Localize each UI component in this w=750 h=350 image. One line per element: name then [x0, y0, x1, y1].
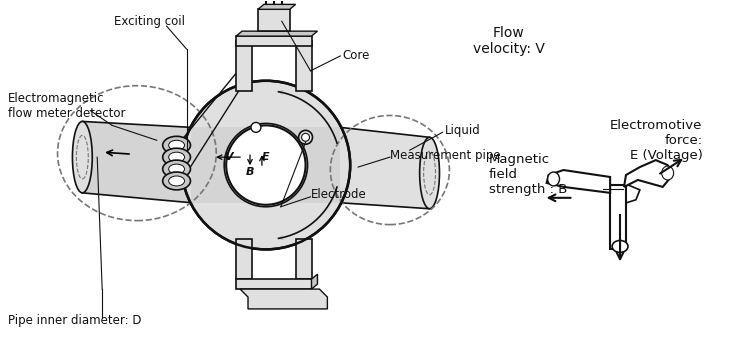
Ellipse shape	[251, 122, 261, 132]
Ellipse shape	[662, 166, 674, 180]
Ellipse shape	[163, 148, 190, 166]
Polygon shape	[258, 4, 296, 9]
Text: Electrode: Electrode	[310, 188, 366, 201]
Text: Pipe inner diameter: D: Pipe inner diameter: D	[8, 314, 142, 327]
Text: Core: Core	[342, 49, 370, 62]
Text: Exciting coil: Exciting coil	[114, 15, 185, 28]
Polygon shape	[240, 289, 328, 309]
Polygon shape	[340, 127, 430, 209]
Ellipse shape	[169, 140, 184, 150]
Ellipse shape	[420, 137, 440, 209]
Polygon shape	[236, 36, 311, 46]
Polygon shape	[191, 127, 340, 203]
Polygon shape	[296, 239, 311, 279]
Ellipse shape	[612, 240, 628, 252]
Text: E: E	[262, 152, 270, 162]
Text: Electromotive
force:
E (Voltage): Electromotive force: E (Voltage)	[610, 119, 703, 162]
Polygon shape	[624, 160, 673, 187]
Polygon shape	[236, 279, 311, 289]
Ellipse shape	[298, 130, 313, 144]
Ellipse shape	[73, 121, 92, 193]
Polygon shape	[258, 9, 290, 31]
Polygon shape	[236, 239, 252, 279]
Ellipse shape	[169, 164, 184, 174]
Polygon shape	[236, 31, 317, 36]
Text: Electromagnetic
flow meter detector: Electromagnetic flow meter detector	[8, 92, 125, 120]
Text: Measurement pipe: Measurement pipe	[390, 149, 500, 162]
Ellipse shape	[169, 152, 184, 162]
Text: Liquid: Liquid	[445, 124, 480, 137]
Ellipse shape	[226, 125, 305, 205]
Ellipse shape	[163, 172, 190, 190]
Ellipse shape	[163, 136, 190, 154]
Ellipse shape	[163, 160, 190, 178]
Polygon shape	[547, 170, 610, 193]
Text: Magnetic
field
strength : B: Magnetic field strength : B	[489, 154, 568, 196]
Polygon shape	[236, 41, 252, 91]
Ellipse shape	[182, 81, 350, 250]
Polygon shape	[610, 185, 626, 250]
Polygon shape	[296, 41, 311, 91]
Text: B: B	[246, 167, 254, 177]
Ellipse shape	[302, 133, 310, 141]
Text: V: V	[224, 152, 232, 162]
Text: Flow
velocity: V: Flow velocity: V	[473, 26, 544, 56]
Polygon shape	[82, 121, 191, 203]
Polygon shape	[311, 274, 317, 289]
Ellipse shape	[548, 172, 560, 186]
Polygon shape	[620, 185, 640, 205]
Ellipse shape	[169, 176, 184, 186]
